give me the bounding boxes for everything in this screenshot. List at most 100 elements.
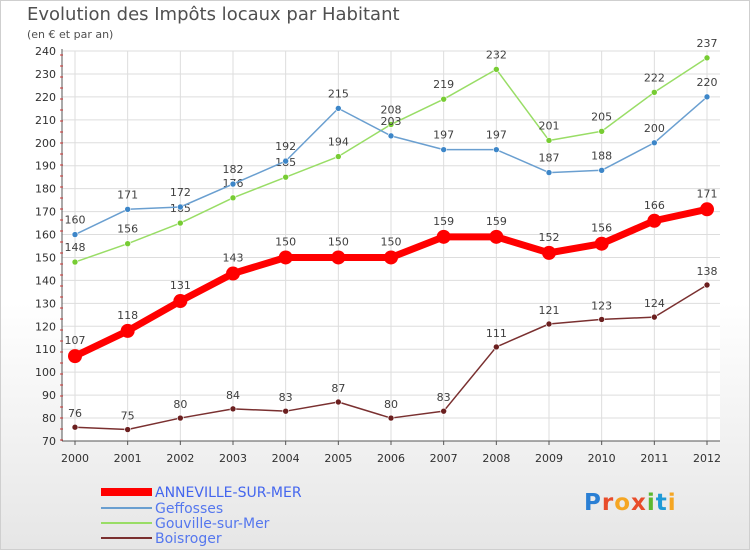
data-label-0: 159	[433, 215, 454, 228]
data-label-2: 201	[539, 119, 560, 132]
series-point-2	[71, 258, 79, 266]
series-point-1	[282, 157, 289, 165]
series-point-1	[598, 166, 605, 174]
series-point-2	[493, 66, 500, 73]
data-label-0: 159	[486, 215, 507, 228]
data-label-1: 188	[591, 149, 612, 162]
data-label-3: 75	[121, 410, 135, 423]
x-tick-label: 2004	[272, 452, 300, 465]
data-label-1: 192	[275, 140, 296, 153]
series-point-0	[594, 236, 609, 251]
series-point-0	[700, 202, 714, 217]
data-label-0: 150	[275, 235, 296, 248]
series-point-2	[229, 194, 237, 202]
data-label-0: 131	[170, 279, 191, 292]
series-point-3	[71, 423, 79, 431]
series-point-2	[440, 95, 447, 103]
data-label-3: 138	[697, 265, 718, 278]
series-point-3	[651, 313, 658, 321]
series-point-1	[387, 132, 395, 140]
series-point-0	[278, 250, 293, 265]
data-label-3: 80	[384, 398, 398, 411]
series-point-0	[542, 245, 556, 260]
data-label-2: 205	[591, 110, 612, 123]
data-label-1: 200	[644, 122, 665, 135]
series-point-2	[335, 153, 342, 160]
legend-label-2: Gouville-sur-Mer	[155, 516, 270, 532]
series-point-3	[598, 316, 605, 323]
proxiti-logo: Proxiti	[584, 490, 677, 516]
x-tick-label: 2001	[114, 452, 142, 465]
y-tick-label: 200	[35, 137, 56, 150]
y-tick-label: 190	[35, 160, 56, 173]
data-label-3: 111	[486, 327, 507, 340]
y-tick-label: 170	[35, 206, 56, 219]
data-label-3: 87	[331, 382, 345, 395]
logo-letter: i	[667, 490, 677, 516]
series-point-0	[384, 250, 398, 265]
data-label-2: 148	[65, 241, 86, 254]
series-point-0	[331, 250, 346, 265]
series-point-2	[598, 127, 605, 135]
series-point-1	[71, 231, 79, 238]
series-point-1	[493, 146, 500, 153]
y-tick-label: 130	[35, 297, 56, 310]
x-tick-label: 2010	[588, 452, 616, 465]
series-point-0	[436, 229, 451, 244]
y-tick-label: 140	[35, 274, 56, 287]
series-point-0	[120, 323, 135, 338]
series-point-3	[440, 407, 447, 415]
data-label-0: 156	[591, 222, 612, 235]
chart-subtitle: (en € et par an)	[27, 28, 114, 41]
x-tick-label: 2000	[61, 452, 89, 465]
series-point-1	[703, 93, 711, 101]
series-point-1	[545, 169, 553, 176]
series-point-2	[282, 173, 289, 181]
data-label-1: 171	[117, 188, 138, 201]
series-point-3	[282, 407, 289, 415]
x-tick-label: 2005	[324, 452, 352, 465]
data-label-2: 232	[486, 48, 507, 61]
series-point-3	[545, 320, 553, 328]
logo-letter: x	[631, 490, 647, 516]
legend-label-1: Geffosses	[155, 501, 223, 517]
series-point-0	[489, 229, 504, 244]
data-label-2: 194	[328, 136, 349, 149]
x-tick-label: 2006	[377, 452, 405, 465]
data-label-0: 150	[328, 235, 349, 248]
series-point-1	[177, 203, 184, 211]
x-tick-label: 2011	[640, 452, 668, 465]
y-tick-label: 210	[35, 114, 56, 127]
data-label-3: 124	[644, 297, 665, 310]
x-tick-label: 2007	[430, 452, 458, 465]
data-label-3: 83	[279, 391, 293, 404]
y-tick-label: 70	[42, 435, 56, 448]
series-point-0	[173, 294, 188, 309]
logo-letter: P	[584, 490, 602, 516]
y-tick-label: 150	[35, 251, 56, 264]
series-point-2	[177, 219, 184, 227]
data-label-1: 160	[65, 214, 86, 227]
y-tick-label: 80	[42, 412, 56, 425]
x-tick-label: 2002	[166, 452, 194, 465]
series-point-3	[124, 426, 131, 433]
data-label-2: 222	[644, 71, 665, 84]
series-point-2	[703, 54, 711, 62]
series-point-1	[229, 180, 237, 188]
legend-label-3: Boisroger	[155, 531, 222, 547]
logo-letter: i	[646, 490, 656, 516]
series-point-0	[68, 349, 82, 364]
data-label-3: 80	[173, 398, 187, 411]
legend-label-0: ANNEVILLE-SUR-MER	[155, 485, 302, 501]
y-tick-label: 180	[35, 183, 56, 196]
data-label-3: 123	[591, 299, 612, 312]
series-point-3	[229, 405, 237, 413]
data-label-0: 171	[697, 187, 718, 200]
y-tick-label: 100	[35, 366, 56, 379]
series-point-1	[335, 105, 342, 112]
data-label-1: 187	[539, 152, 560, 165]
data-label-3: 121	[539, 304, 560, 317]
data-label-1: 197	[433, 129, 454, 142]
series-point-3	[703, 281, 711, 289]
